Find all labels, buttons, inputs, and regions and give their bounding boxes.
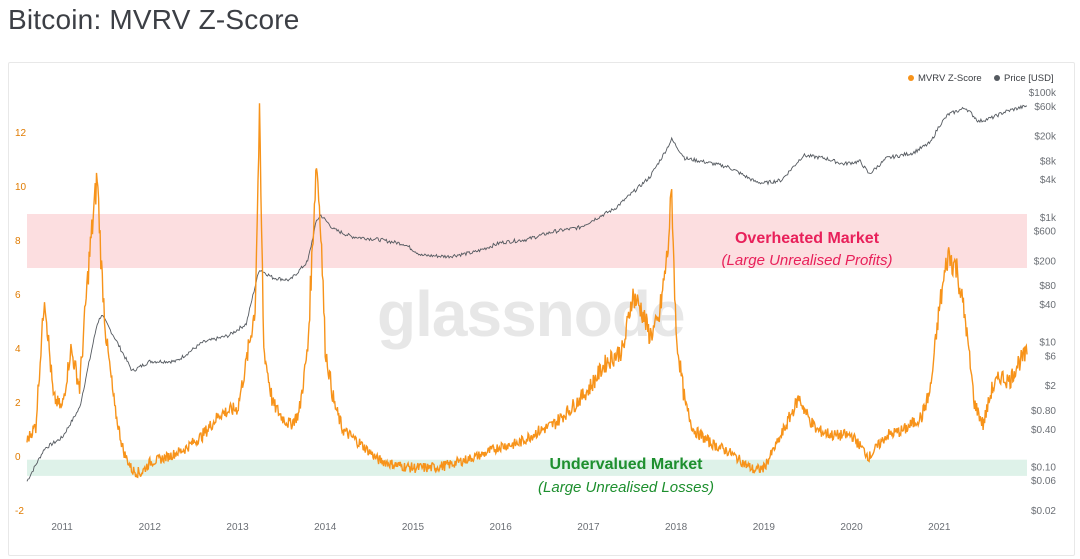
right-tick-label: $1k bbox=[1040, 213, 1057, 224]
overheated-band bbox=[27, 214, 1027, 268]
x-tick-label: 2011 bbox=[51, 522, 73, 533]
overheated-subtitle: (Large Unrealised Profits) bbox=[722, 252, 893, 269]
x-tick-label: 2018 bbox=[665, 522, 688, 533]
x-tick-label: 2021 bbox=[928, 522, 951, 533]
right-tick-label: $600 bbox=[1034, 227, 1057, 238]
x-tick-label: 2013 bbox=[226, 522, 249, 533]
right-tick-label: $200 bbox=[1034, 256, 1057, 267]
overheated-title: Overheated Market bbox=[735, 230, 880, 247]
right-tick-label: $60k bbox=[1034, 102, 1057, 113]
right-tick-label: $8k bbox=[1040, 156, 1057, 167]
x-tick-label: 2015 bbox=[402, 522, 425, 533]
left-axis: 12 10 8 6 4 2 0 -2 bbox=[15, 128, 27, 517]
right-tick-label: $10 bbox=[1039, 338, 1056, 349]
page-title: Bitcoin: MVRV Z-Score bbox=[8, 4, 300, 35]
right-tick-label: $20k bbox=[1034, 132, 1057, 143]
right-tick-label: $0.06 bbox=[1031, 476, 1056, 487]
left-tick-label: 12 bbox=[15, 128, 27, 139]
left-tick-label: 2 bbox=[15, 398, 21, 409]
left-tick-label: 8 bbox=[15, 236, 21, 247]
right-tick-label: $40 bbox=[1039, 300, 1056, 311]
legend-label-zscore: MVRV Z-Score bbox=[918, 73, 982, 84]
x-tick-label: 2012 bbox=[139, 522, 162, 533]
right-tick-label: $0.80 bbox=[1031, 406, 1056, 417]
right-tick-label: $4k bbox=[1040, 175, 1057, 186]
left-tick-label: 0 bbox=[15, 452, 21, 463]
price-series-line bbox=[26, 104, 1028, 482]
left-tick-label: 10 bbox=[15, 182, 27, 193]
right-tick-label: $80 bbox=[1039, 281, 1056, 292]
x-tick-label: 2019 bbox=[753, 522, 776, 533]
undervalued-title: Undervalued Market bbox=[550, 456, 704, 473]
right-tick-label: $6 bbox=[1045, 351, 1057, 362]
x-axis: 2011 2012 2013 2014 2015 2016 2017 2018 2019 2020… bbox=[51, 522, 951, 533]
left-tick-label: 6 bbox=[15, 290, 21, 301]
mvrv-chart: glassnode Overheated Market (Large Unrea… bbox=[15, 73, 1057, 533]
legend-dot-zscore bbox=[908, 75, 914, 81]
x-tick-label: 2020 bbox=[840, 522, 863, 533]
x-tick-label: 2016 bbox=[490, 522, 513, 533]
undervalued-subtitle: (Large Unrealised Losses) bbox=[538, 479, 714, 496]
zscore-series-line bbox=[26, 103, 1028, 479]
right-tick-label: $0.40 bbox=[1031, 425, 1056, 436]
watermark: glassnode bbox=[377, 278, 685, 350]
legend: MVRV Z-Score Price [USD] bbox=[908, 73, 1054, 84]
x-tick-label: 2017 bbox=[577, 522, 600, 533]
left-tick-label: -2 bbox=[15, 506, 24, 517]
undervalued-band bbox=[27, 459, 1027, 476]
right-tick-label: $0.10 bbox=[1031, 462, 1056, 473]
legend-label-price: Price [USD] bbox=[1004, 73, 1054, 84]
legend-dot-price bbox=[994, 75, 1000, 81]
left-tick-label: 4 bbox=[15, 344, 21, 355]
right-tick-label: $0.02 bbox=[1031, 506, 1056, 517]
x-tick-label: 2014 bbox=[314, 522, 337, 533]
right-tick-label: $2 bbox=[1045, 381, 1057, 392]
right-tick-label: $100k bbox=[1029, 88, 1057, 99]
right-axis: $100k $60k $20k $8k $4k $1k $600 $200 $80 $40 $10 $… bbox=[1029, 88, 1057, 517]
chart-container: glassnode Overheated Market (Large Unrea… bbox=[8, 62, 1075, 556]
